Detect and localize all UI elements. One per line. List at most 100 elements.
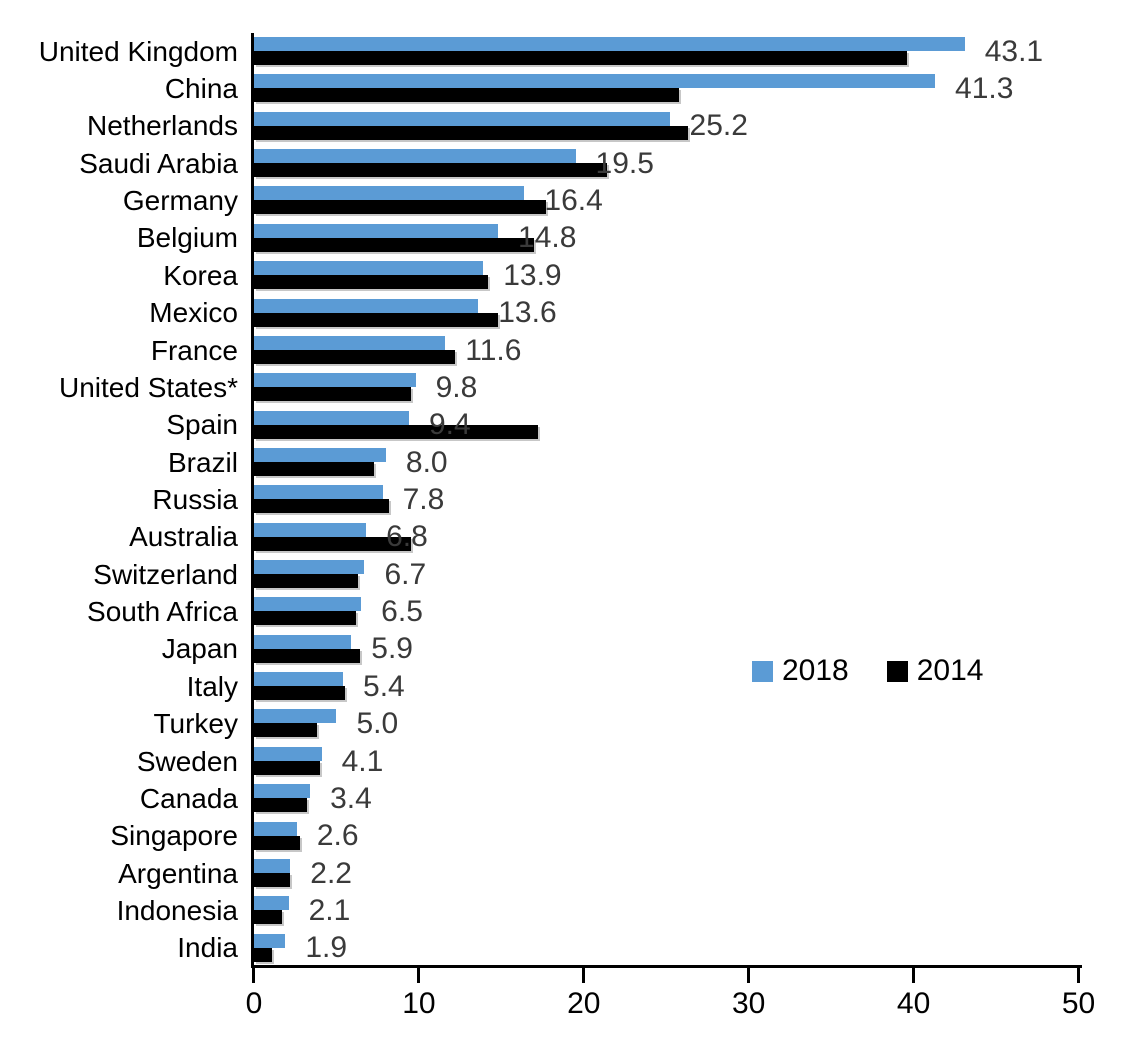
legend-swatch-2018 bbox=[752, 660, 773, 682]
bar-2018 bbox=[254, 447, 386, 462]
data-label: 25.2 bbox=[689, 109, 748, 143]
data-label: 5.9 bbox=[371, 632, 413, 666]
bar-2018 bbox=[254, 858, 291, 873]
tick-mark bbox=[1076, 968, 1080, 983]
bar-2018 bbox=[254, 821, 297, 836]
category-label: Germany bbox=[122, 185, 238, 217]
bar-2014 bbox=[254, 574, 358, 589]
bar-2014 bbox=[254, 835, 301, 850]
category-label: Argentina bbox=[118, 857, 238, 889]
category-label: Turkey bbox=[153, 708, 238, 740]
bar-2018 bbox=[254, 746, 322, 761]
data-label: 41.3 bbox=[955, 72, 1014, 106]
data-label: 43.1 bbox=[984, 34, 1044, 68]
data-label: 2.2 bbox=[310, 856, 352, 890]
data-label: 14.8 bbox=[518, 221, 577, 255]
bar-2018 bbox=[254, 709, 337, 724]
bar-2018 bbox=[254, 111, 670, 126]
bar-2014 bbox=[254, 760, 320, 775]
bar-2018 bbox=[254, 672, 344, 687]
bar-2018 bbox=[254, 261, 484, 276]
data-label: 11.6 bbox=[465, 333, 522, 367]
legend-entry-2018: 2018 bbox=[752, 654, 849, 688]
category-label: Japan bbox=[161, 633, 238, 665]
bar-2014 bbox=[254, 200, 546, 215]
bar-2018 bbox=[254, 37, 965, 51]
bar-2014 bbox=[254, 536, 411, 551]
bar-2014 bbox=[254, 798, 307, 813]
tick-label: 20 bbox=[567, 987, 601, 1020]
bar-2018 bbox=[254, 522, 367, 537]
bar-2018 bbox=[254, 74, 936, 89]
category-label: Sweden bbox=[136, 745, 238, 777]
category-label: Spain bbox=[166, 409, 238, 441]
category-label: United Kingdom bbox=[38, 35, 238, 67]
category-label: Switzerland bbox=[93, 558, 238, 590]
bar-2014 bbox=[254, 387, 411, 402]
bar-2014 bbox=[254, 947, 273, 962]
category-label: Indonesia bbox=[116, 894, 238, 926]
tick-mark bbox=[252, 968, 255, 983]
category-label: Mexico bbox=[149, 297, 238, 329]
tick-mark bbox=[416, 968, 420, 983]
bar-2014 bbox=[254, 461, 375, 476]
bar-2014 bbox=[254, 686, 345, 701]
data-label: 6.8 bbox=[386, 520, 428, 554]
data-label: 13.9 bbox=[503, 258, 562, 292]
bar-2018 bbox=[254, 560, 365, 575]
bar-2018 bbox=[254, 298, 479, 313]
category-label: China bbox=[164, 73, 238, 105]
data-label: 5.0 bbox=[356, 707, 399, 741]
bar-2018 bbox=[254, 634, 352, 649]
tick-label: 30 bbox=[732, 987, 766, 1020]
category-label: Netherlands bbox=[87, 110, 238, 142]
tick-label: 50 bbox=[1061, 987, 1096, 1020]
bar-2014 bbox=[254, 312, 499, 327]
data-label: 9.4 bbox=[429, 408, 471, 442]
data-label: 6.5 bbox=[381, 595, 423, 629]
bar-2014 bbox=[254, 237, 535, 252]
bar-2014 bbox=[254, 910, 283, 925]
tick-mark bbox=[746, 968, 750, 983]
category-label: South Africa bbox=[87, 596, 238, 628]
data-label: 19.5 bbox=[595, 146, 654, 180]
bar-2014 bbox=[254, 275, 489, 290]
bar-2014 bbox=[254, 349, 456, 364]
x-axis-line bbox=[251, 965, 1082, 968]
data-label: 16.4 bbox=[544, 184, 603, 218]
legend-entry-2014: 2014 bbox=[886, 654, 984, 688]
data-label: 8.0 bbox=[405, 445, 448, 479]
category-label: Singapore bbox=[110, 820, 238, 852]
data-label: 3.4 bbox=[330, 781, 372, 815]
legend-label-2014: 2014 bbox=[916, 654, 984, 687]
bar-2014 bbox=[254, 125, 688, 140]
bar-2018 bbox=[254, 485, 383, 500]
category-label: Canada bbox=[139, 782, 238, 814]
bar-2014 bbox=[254, 723, 317, 738]
category-label: Italy bbox=[186, 670, 238, 702]
data-label: 5.4 bbox=[363, 669, 405, 703]
bar-2018 bbox=[254, 149, 576, 164]
bar-2014 bbox=[254, 88, 680, 103]
category-label: Korea bbox=[163, 259, 238, 291]
data-label: 6.7 bbox=[384, 557, 427, 591]
bar-2018 bbox=[254, 896, 289, 911]
category-label: Australia bbox=[129, 521, 238, 553]
category-label: Saudi Arabia bbox=[79, 147, 238, 179]
data-label: 13.6 bbox=[498, 296, 557, 330]
data-label: 7.8 bbox=[402, 482, 445, 516]
bar-2018 bbox=[254, 933, 286, 948]
legend: 2018 2014 bbox=[752, 654, 984, 688]
tick-mark bbox=[581, 968, 585, 983]
category-label: United States* bbox=[59, 371, 238, 403]
data-label: 4.1 bbox=[341, 744, 384, 778]
bar-2014 bbox=[254, 163, 607, 178]
bar-2018 bbox=[254, 223, 499, 238]
legend-label-2018: 2018 bbox=[782, 654, 849, 687]
bar-2018 bbox=[254, 410, 409, 425]
bar-2014 bbox=[254, 499, 390, 514]
bar-2018 bbox=[254, 597, 362, 612]
bar-2014 bbox=[254, 872, 291, 887]
category-label: India bbox=[177, 932, 238, 964]
